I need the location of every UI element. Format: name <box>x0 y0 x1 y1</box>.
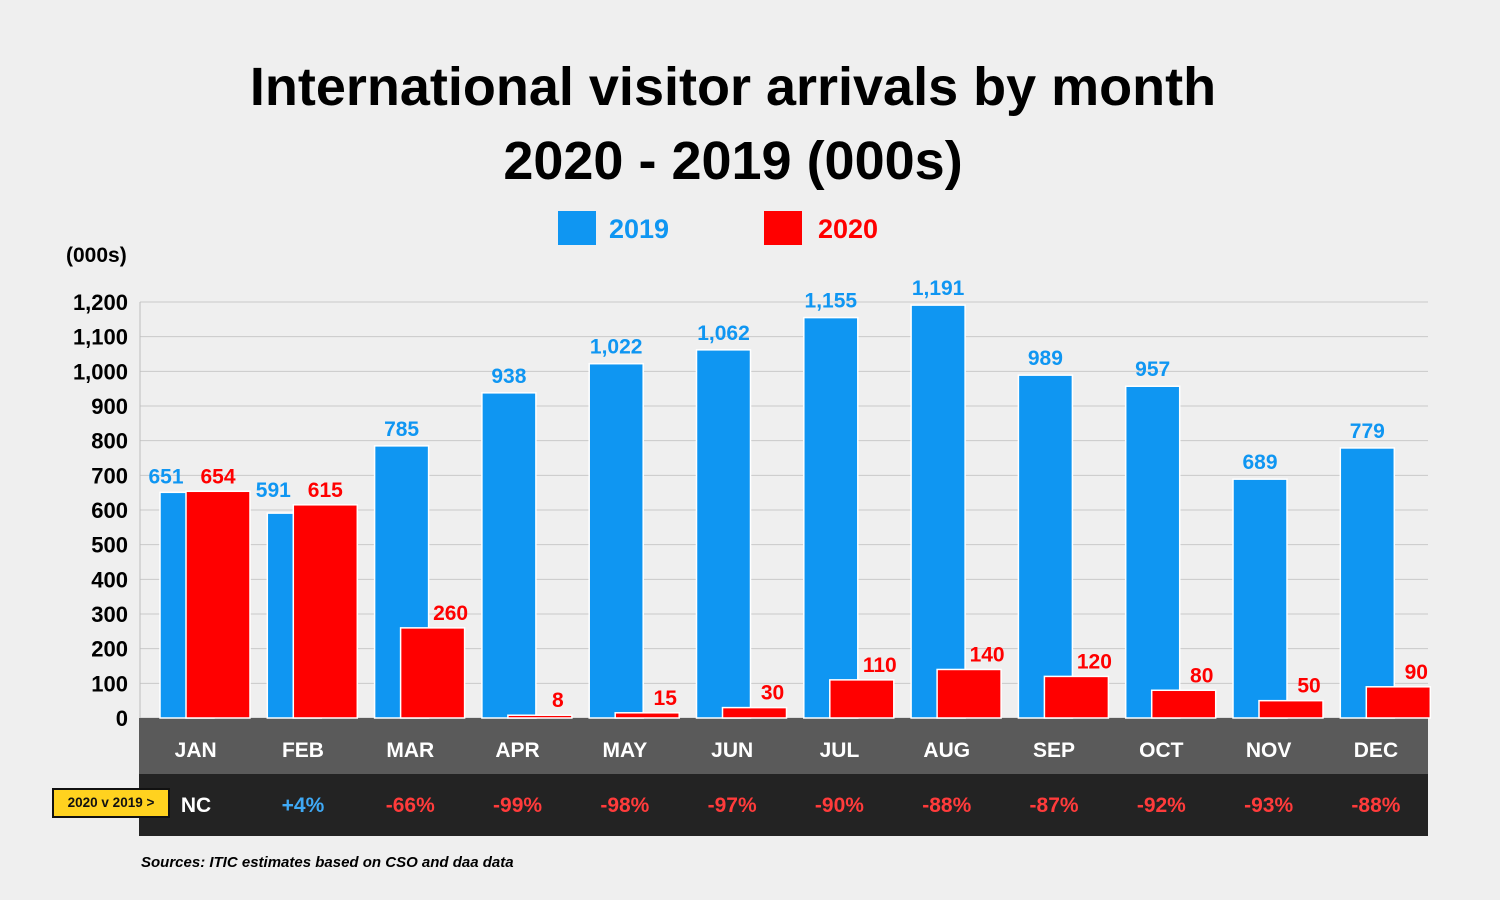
bar-2019 <box>1124 385 1181 719</box>
comparison-value: -93% <box>1244 794 1293 817</box>
category-band <box>139 718 1428 774</box>
x-tick-label: JUN <box>711 739 753 762</box>
y-tick-label: 600 <box>91 498 128 523</box>
y-tick-label: 400 <box>91 567 128 592</box>
comparison-value: -99% <box>493 794 542 817</box>
bar-2020 <box>1365 686 1432 719</box>
x-tick-label: NOV <box>1246 739 1292 762</box>
comparison-value: -88% <box>1351 794 1400 817</box>
bar-2020 <box>507 714 573 719</box>
data-label-2020: 140 <box>970 643 1005 666</box>
legend-label-2020: 2020 <box>818 214 879 244</box>
comparison-value: -97% <box>708 794 757 817</box>
comparison-value: -92% <box>1137 794 1186 817</box>
x-tick-label: FEB <box>282 739 324 762</box>
legend-label-2019: 2019 <box>609 214 670 244</box>
chart-subtitle: 2020 - 2019 (000s) <box>503 131 963 191</box>
y-tick-label: 0 <box>116 706 128 731</box>
data-label-2019: 591 <box>256 479 291 502</box>
data-label-2019: 989 <box>1028 347 1063 370</box>
comparison-value: -88% <box>922 794 971 817</box>
bar-2020 <box>399 627 466 719</box>
bar-2020 <box>721 706 788 719</box>
comparison-band <box>139 774 1428 836</box>
data-label-2020: 260 <box>433 602 468 625</box>
chart-title: International visitor arrivals by month <box>249 57 1217 117</box>
data-label-2019: 957 <box>1135 358 1170 381</box>
data-label-2019: 779 <box>1350 420 1385 443</box>
comparison-value: -98% <box>600 794 649 817</box>
x-tick-label: APR <box>495 739 539 762</box>
y-tick-label: 200 <box>91 637 128 662</box>
bar-2019 <box>588 362 644 719</box>
data-label-2019: 651 <box>148 465 183 488</box>
x-tick-label: JUL <box>820 739 860 762</box>
comparison-value: -90% <box>815 794 864 817</box>
data-label-2020: 8 <box>552 689 564 712</box>
bar-2020 <box>829 679 895 719</box>
data-label-2020: 120 <box>1077 650 1112 673</box>
bar-2019 <box>910 304 966 719</box>
bar-2020 <box>614 712 680 719</box>
legend-swatch-2019 <box>558 211 596 245</box>
data-label-2020: 90 <box>1405 661 1428 684</box>
data-label-2020: 30 <box>761 682 784 705</box>
bar-2019 <box>1339 447 1396 719</box>
legend-swatch-2020 <box>764 211 802 245</box>
x-tick-label: MAR <box>386 739 434 762</box>
y-tick-label: 1,000 <box>73 359 128 384</box>
x-tick-label: MAY <box>602 739 647 762</box>
comparison-value: +4% <box>282 794 325 817</box>
bar-2019 <box>481 392 537 719</box>
data-label-2020: 80 <box>1190 664 1213 687</box>
y-tick-label: 700 <box>91 463 128 488</box>
bar-2019 <box>695 349 752 719</box>
data-label-2019: 785 <box>384 418 419 441</box>
y-axis-unit-label: (000s) <box>66 244 127 267</box>
x-tick-label: OCT <box>1139 739 1184 762</box>
data-label-2020: 654 <box>200 465 235 488</box>
data-label-2020: 110 <box>863 654 897 677</box>
bar-2020 <box>1043 675 1110 719</box>
data-label-2020: 15 <box>654 687 678 710</box>
y-tick-label: 1,100 <box>73 325 128 350</box>
bar-2020 <box>185 490 251 719</box>
source-note: Sources: ITIC estimates based on CSO and… <box>141 854 514 871</box>
x-tick-label: AUG <box>923 739 970 762</box>
comparison-row-label: 2020 v 2019 > <box>52 788 170 818</box>
bar-2020 <box>1150 689 1217 719</box>
y-tick-label: 300 <box>91 602 128 627</box>
x-tick-label: JAN <box>175 739 217 762</box>
comparison-value: NC <box>181 794 211 817</box>
bar-2020 <box>936 668 1002 719</box>
y-tick-label: 900 <box>91 394 128 419</box>
data-label-2020: 50 <box>1297 675 1320 698</box>
bar-2019 <box>1232 478 1288 719</box>
data-label-2019: 1,022 <box>590 336 643 359</box>
bar-2020 <box>1258 699 1324 719</box>
y-tick-label: 100 <box>91 671 128 696</box>
data-label-2020: 615 <box>308 479 343 502</box>
data-label-2019: 1,155 <box>805 290 858 313</box>
x-tick-label: SEP <box>1033 739 1075 762</box>
y-tick-label: 800 <box>91 429 128 454</box>
data-label-2019: 1,191 <box>912 277 965 300</box>
y-tick-label: 1,200 <box>73 290 128 315</box>
data-label-2019: 1,062 <box>697 322 750 345</box>
bar-2020 <box>292 504 359 719</box>
comparison-value: -87% <box>1030 794 1079 817</box>
y-tick-label: 500 <box>91 533 128 558</box>
comparison-value: -66% <box>386 794 435 817</box>
data-label-2019: 689 <box>1242 451 1277 474</box>
bar-2019 <box>1017 374 1074 719</box>
x-tick-label: DEC <box>1354 739 1398 762</box>
data-label-2019: 938 <box>491 365 526 388</box>
bar-2019 <box>803 316 859 719</box>
